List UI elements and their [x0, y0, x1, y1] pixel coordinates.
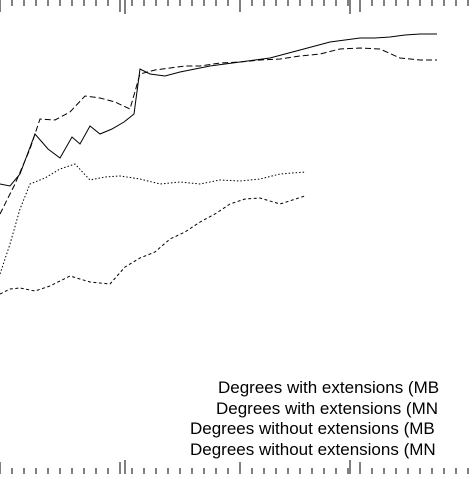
axes-layer: [0, 0, 469, 474]
legend-entry-4: Degrees without extensions (MN: [190, 440, 436, 459]
legend-entry-3: Degrees without extensions (MB: [190, 419, 435, 438]
series-line-1: [0, 33, 437, 187]
legend: Degrees with extensions (MB Degrees with …: [190, 378, 439, 459]
legend-entry-2: Degrees with extensions (MN: [216, 399, 438, 418]
series-line-3: [0, 163, 306, 275]
legend-entry-1: Degrees with extensions (MB: [218, 378, 439, 397]
series-line-4: [0, 195, 306, 295]
series-line-2: [0, 47, 437, 215]
series-layer: [0, 33, 437, 295]
